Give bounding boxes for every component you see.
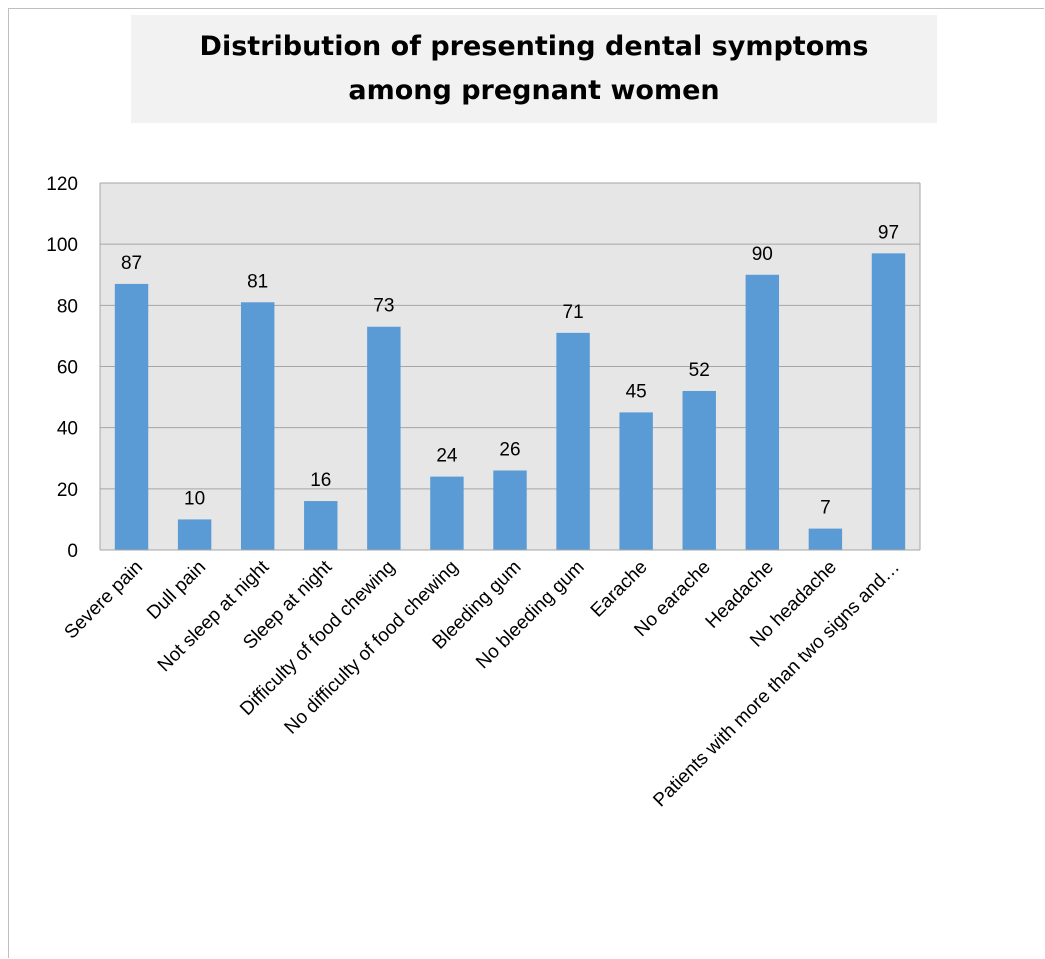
data-label: 97 (878, 222, 899, 243)
bar (304, 501, 338, 550)
y-tick-label: 120 (46, 174, 78, 195)
bar (367, 326, 401, 550)
bar (493, 470, 527, 550)
y-tick-label: 100 (46, 235, 78, 256)
chart-title: Distribution of presenting dental sympto… (199, 31, 869, 106)
data-label: 87 (121, 253, 142, 274)
bar (619, 412, 653, 550)
x-category-label: No bleeding gum (472, 557, 588, 673)
data-label: 73 (373, 296, 394, 317)
x-category-label: Not sleep at night (154, 556, 274, 676)
data-label: 26 (499, 439, 520, 460)
data-label: 52 (689, 360, 710, 381)
bar (114, 283, 149, 550)
data-label: 90 (752, 244, 773, 265)
data-label: 71 (563, 302, 584, 323)
bar (745, 274, 780, 550)
chart-title-box: Distribution of presenting dental sympto… (131, 15, 937, 123)
x-category-label: Earache (587, 557, 652, 622)
bar (871, 253, 906, 550)
data-label: 45 (626, 381, 647, 402)
y-tick-label: 60 (57, 358, 78, 379)
data-label: 24 (436, 446, 458, 467)
bar (556, 332, 590, 550)
y-tick-label: 20 (57, 480, 78, 501)
data-label: 16 (310, 470, 331, 491)
y-tick-label: 0 (67, 541, 78, 562)
bar (808, 528, 843, 550)
x-category-label: Severe pain (61, 557, 148, 644)
bar (177, 519, 212, 550)
y-tick-label: 80 (57, 296, 78, 317)
bar (682, 390, 716, 550)
data-label: 7 (820, 498, 831, 519)
data-label: 81 (247, 271, 268, 292)
bar (240, 302, 275, 550)
data-label: 10 (184, 488, 205, 509)
bar (430, 476, 464, 550)
y-tick-label: 40 (57, 419, 78, 440)
